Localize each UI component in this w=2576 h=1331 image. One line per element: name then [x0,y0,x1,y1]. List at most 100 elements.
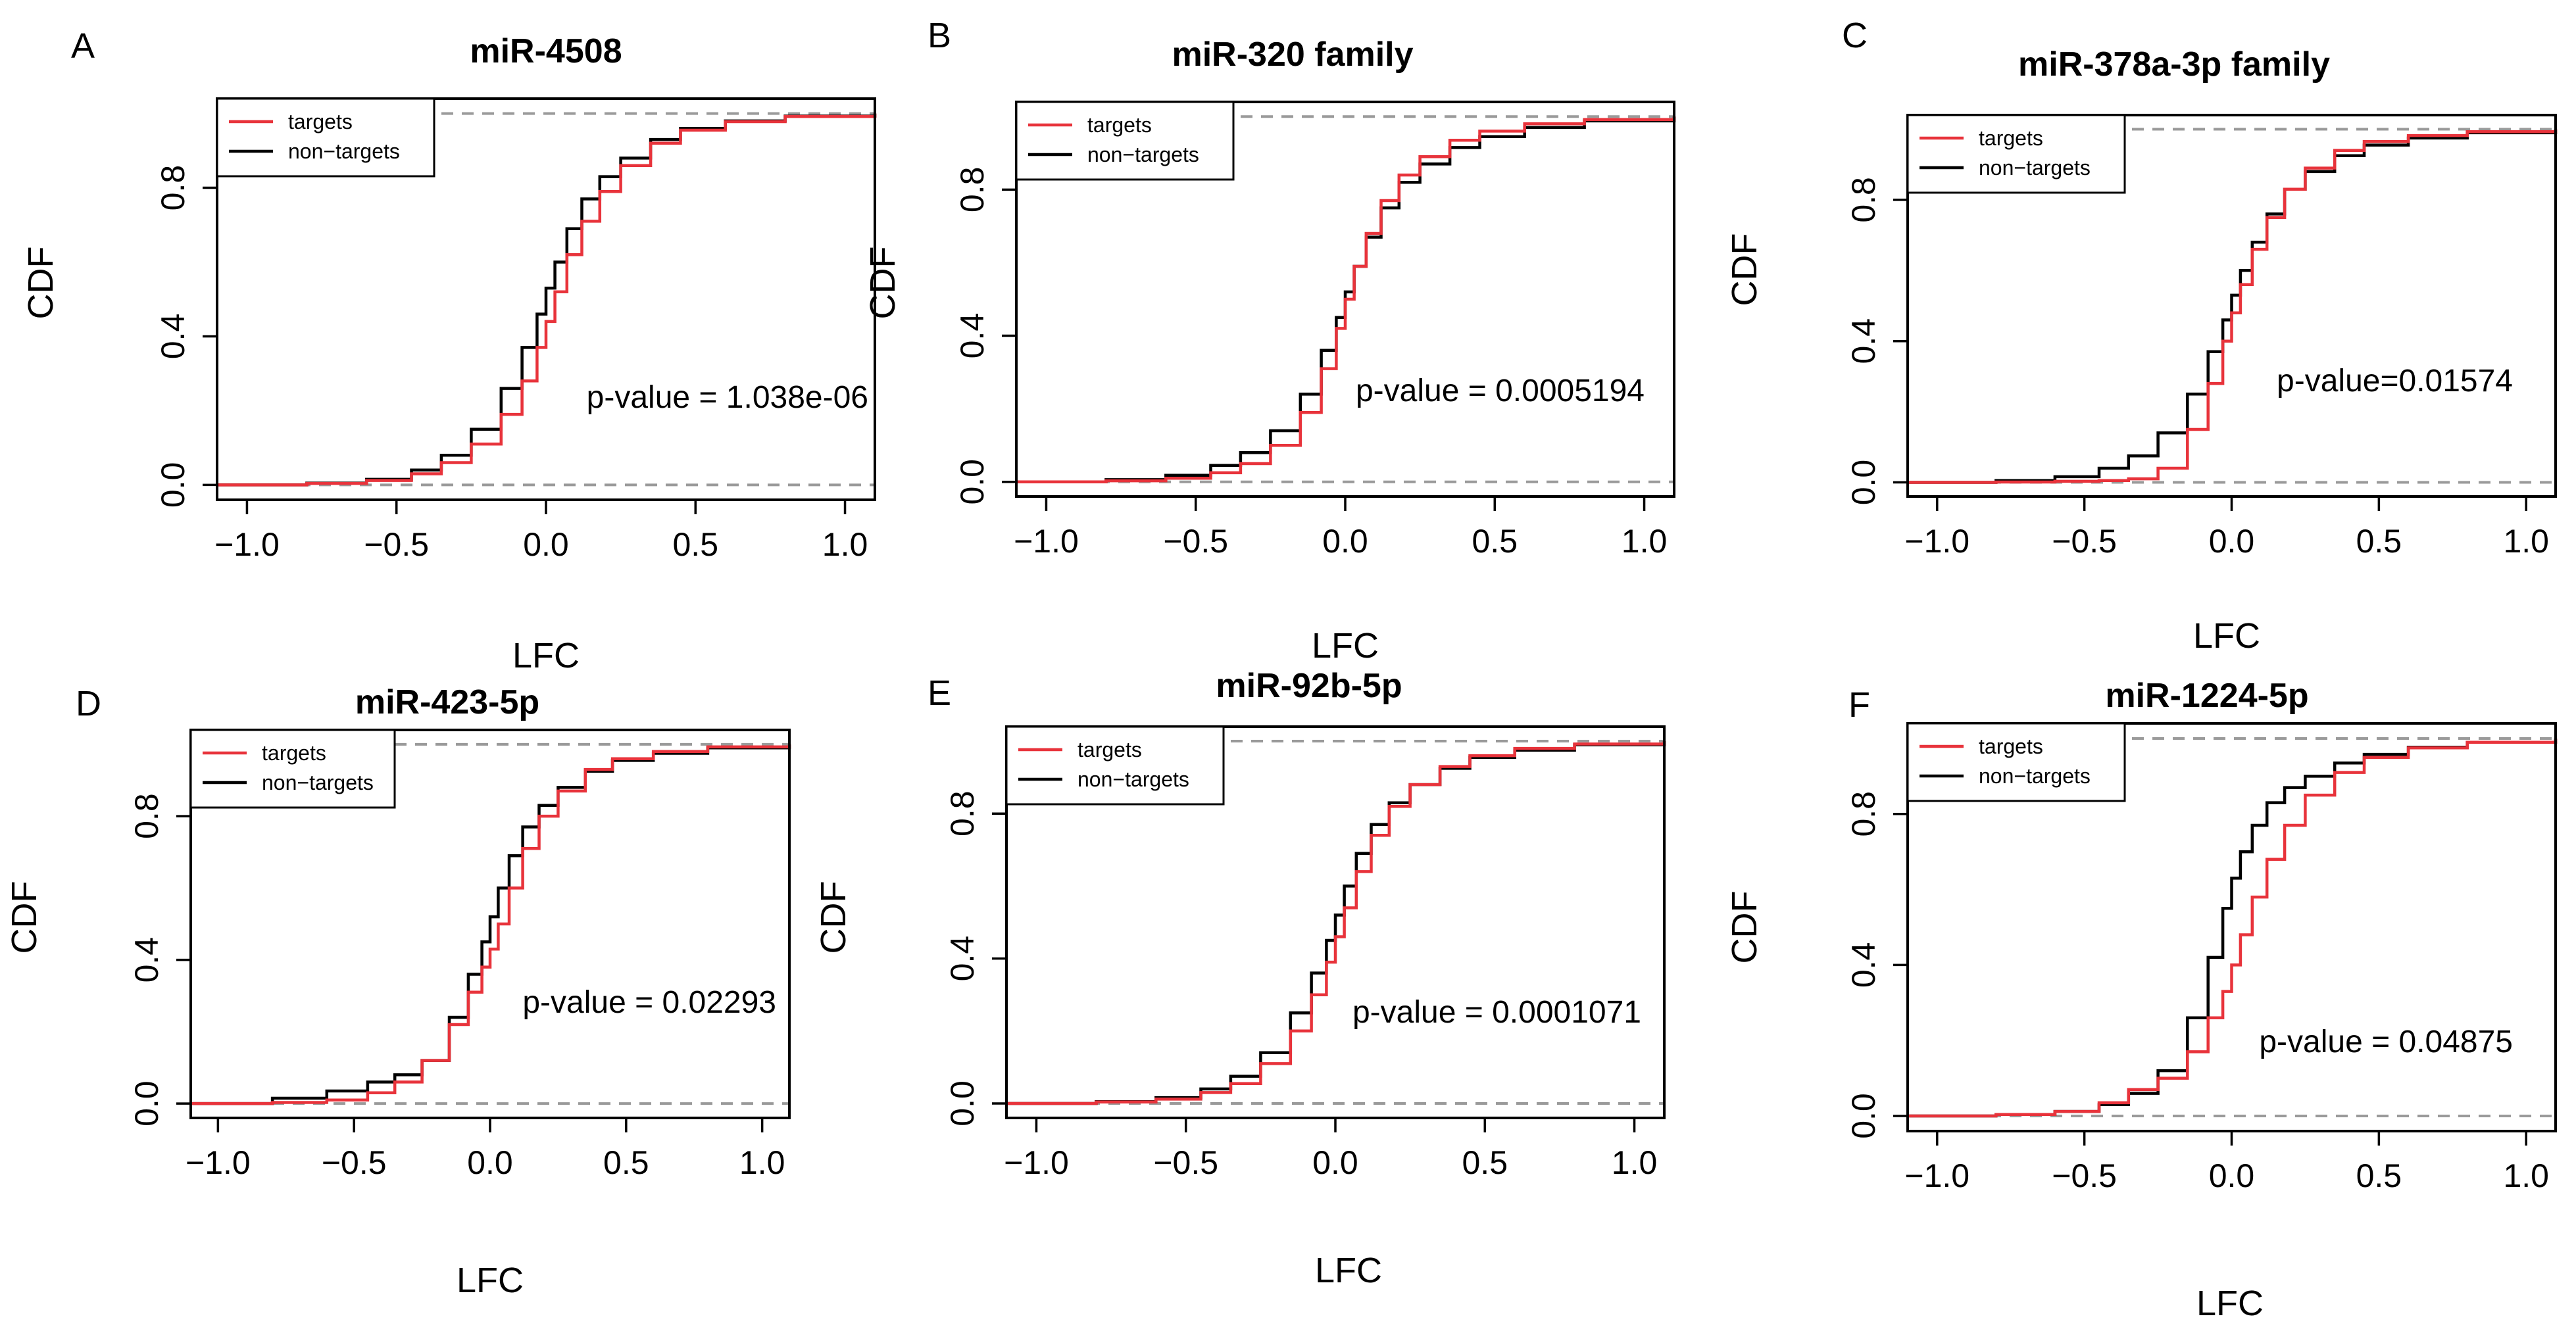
x-tick-label: 0.0 [2209,1157,2255,1194]
panel-letter: D [76,684,101,723]
x-tick-label: 0.0 [1322,523,1368,560]
x-axis-title: LFC [2193,616,2260,656]
x-axis-title: LFC [457,1261,524,1300]
y-tick-label: 0.4 [155,314,191,360]
x-axis-title: LFC [1312,626,1379,666]
y-tick-label: 0.8 [1845,791,1882,837]
y-tick-label: 0.8 [944,790,981,836]
legend-box [1906,722,2126,802]
x-tick-label: −0.5 [1163,523,1228,560]
legend-label-non-targets: non−targets [262,771,374,794]
panel-letter: A [71,26,95,66]
y-axis-title: CDF [1725,891,1764,964]
legend-box [189,729,396,809]
x-tick-label: −1.0 [186,1144,251,1181]
legend: targets non−targets [1005,725,1225,806]
series-targets-line [191,744,791,1105]
legend: targets non−targets [1015,101,1235,181]
y-tick-label: 0.8 [1845,177,1882,223]
x-tick-label: −0.5 [1153,1144,1218,1181]
panel-letter: C [1842,16,1868,55]
y-tick-label: 0.0 [954,459,991,505]
p-value-annotation: p-value = 0.04875 [2259,1025,2513,1059]
x-tick-label: 1.0 [2503,1157,2549,1194]
y-tick-label: 0.4 [944,936,981,982]
p-value-annotation: p-value = 0.0001071 [1352,995,1641,1030]
legend-label-non-targets: non−targets [1087,143,1199,166]
legend-label-targets: targets [1979,735,2043,758]
y-axis-title: CDF [5,881,44,954]
legend-label-non-targets: non−targets [1979,764,2091,788]
x-tick-label: −0.5 [2052,523,2117,560]
legend-label-non-targets: non−targets [1979,156,2091,180]
p-value-annotation: p-value = 1.038e-06 [587,380,868,415]
x-tick-label: −1.0 [1014,523,1079,560]
x-tick-label: −0.5 [322,1144,387,1181]
legend: targets non−targets [189,729,396,809]
x-tick-label: 1.0 [822,526,868,563]
x-tick-label: 1.0 [1622,523,1668,560]
legend-box [216,97,435,178]
legend-label-targets: targets [1979,126,2043,150]
legend-box [1906,114,2126,194]
legend-box [1015,101,1235,181]
legend-label-targets: targets [1077,738,1142,762]
y-tick-label: 0.4 [128,937,165,983]
x-axis-title: LFC [1315,1251,1382,1290]
chart-title: miR-92b-5p [1216,667,1402,705]
p-value-annotation: p-value=0.01574 [2277,364,2513,399]
series-targets-line [1016,116,1676,484]
x-tick-label: 0.5 [2356,523,2402,560]
y-tick-label: 0.4 [1845,942,1882,988]
x-tick-label: 0.5 [673,526,719,563]
chart-title: miR-4508 [470,32,622,70]
x-tick-label: 0.5 [2356,1157,2402,1194]
y-axis-title: CDF [863,247,903,320]
y-tick-label: 0.0 [128,1080,165,1126]
x-tick-label: −1.0 [1004,1144,1069,1181]
y-tick-label: 0.0 [1845,460,1882,506]
chart-title: miR-423-5p [355,683,539,721]
x-tick-label: 1.0 [739,1144,785,1181]
y-tick-label: 0.0 [155,462,191,508]
p-value-annotation: p-value = 0.0005194 [1356,374,1645,408]
x-axis-title: LFC [512,636,580,675]
series-targets-line [1908,738,2558,1118]
legend: targets non−targets [216,97,435,178]
x-tick-label: 0.5 [1462,1144,1508,1181]
panel-letter: F [1848,685,1870,725]
chart-title: miR-378a-3p family [2018,45,2330,84]
legend: targets non−targets [1906,722,2126,802]
legend-label-targets: targets [288,110,353,133]
series-targets-line [1908,129,2558,484]
x-tick-label: 0.5 [1472,523,1518,560]
y-axis-title: CDF [814,881,853,954]
p-value-annotation: p-value = 0.02293 [522,985,776,1020]
y-tick-label: 0.8 [128,793,165,839]
y-tick-label: 0.8 [155,165,191,211]
x-tick-label: 0.0 [1312,1144,1358,1181]
legend-box [1005,725,1225,806]
x-tick-label: −1.0 [214,526,280,563]
x-axis-title: LFC [2196,1284,2264,1323]
y-tick-label: 0.4 [1845,318,1882,364]
panel-letter: B [928,16,951,55]
y-tick-label: 0.0 [1845,1093,1882,1139]
x-tick-label: −1.0 [1904,523,1969,560]
series-targets-line [217,113,877,487]
x-tick-label: 0.0 [523,526,569,563]
chart-title: miR-1224-5p [2105,677,2308,715]
legend-label-non-targets: non−targets [288,139,400,163]
legend-label-targets: targets [1087,113,1152,137]
legend: targets non−targets [1906,114,2126,194]
x-tick-label: 0.0 [467,1144,513,1181]
chart-title: miR-320 family [1172,36,1413,74]
legend-label-non-targets: non−targets [1077,767,1189,791]
